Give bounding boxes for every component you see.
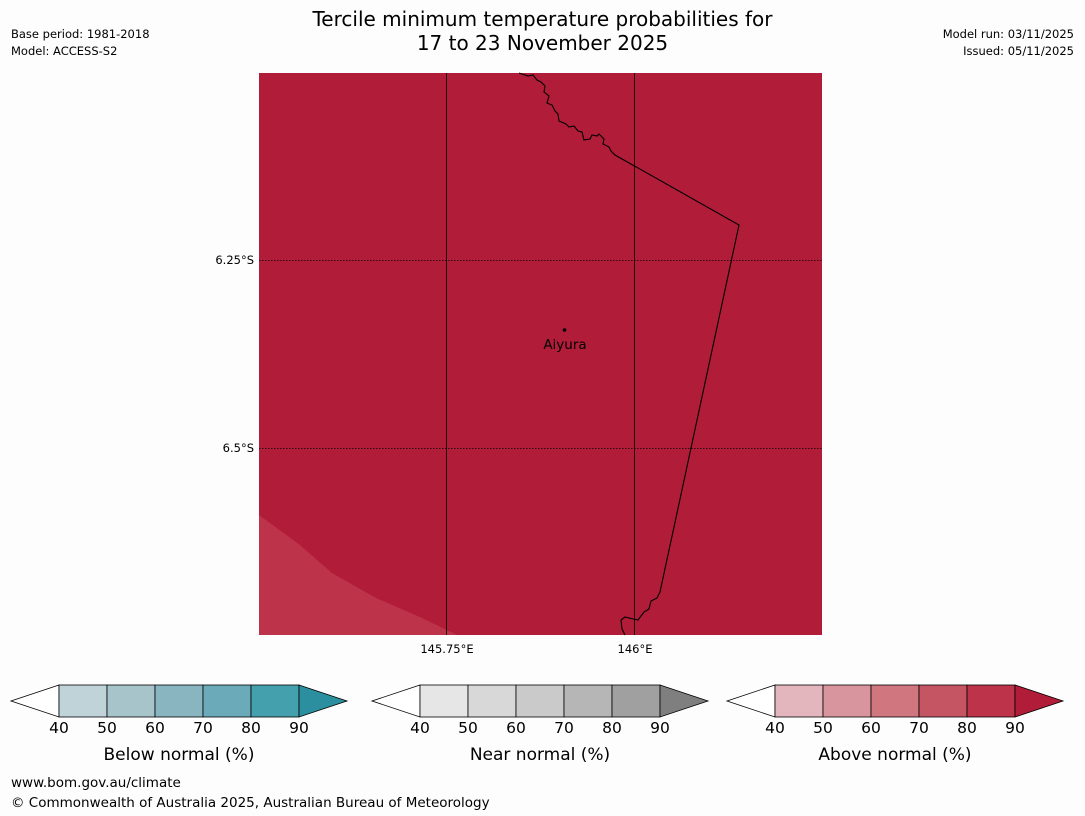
map-panel <box>259 72 822 636</box>
above-tick: 40 <box>765 719 785 737</box>
below-bin-50-60 <box>106 684 156 718</box>
near-tick: 60 <box>506 719 526 737</box>
near-bin-40-50 <box>419 684 469 718</box>
near-lower-extend <box>370 684 421 718</box>
below-upper-extend <box>298 684 349 718</box>
above-bin-70-80 <box>918 684 968 718</box>
below-tick: 80 <box>241 719 261 737</box>
probability-field-lighter <box>259 515 457 635</box>
footer-url[interactable]: www.bom.gov.au/climate <box>11 775 181 791</box>
near-bin-70-80 <box>563 684 613 718</box>
above-upper-extend <box>1014 684 1065 718</box>
probability-field-dominant <box>259 73 822 635</box>
below-bin-40-50 <box>58 684 108 718</box>
model-name: Model: ACCESS-S2 <box>11 44 118 58</box>
map-title: Tercile minimum temperature probabilitie… <box>0 7 1085 55</box>
lat-label-6-25: 6.25°S <box>215 253 254 267</box>
below-tick: 70 <box>193 719 213 737</box>
below-tick: 40 <box>49 719 69 737</box>
above-tick: 70 <box>909 719 929 737</box>
lat-label-6-5: 6.5°S <box>222 441 254 455</box>
near-tick: 70 <box>554 719 574 737</box>
below-bin-60-70 <box>154 684 204 718</box>
model-run: Model run: 03/11/2025 <box>942 27 1074 41</box>
below-tick: 60 <box>145 719 165 737</box>
colorbar-below <box>9 684 349 718</box>
base-period: Base period: 1981-2018 <box>11 27 150 41</box>
below-normal-label: Below normal (%) <box>103 745 255 765</box>
place-label-aiyura: Aiyura <box>543 337 587 353</box>
near-normal-label: Near normal (%) <box>469 745 611 765</box>
near-tick: 40 <box>410 719 430 737</box>
above-bin-40-50 <box>774 684 824 718</box>
near-tick: 50 <box>458 719 478 737</box>
province-boundary <box>518 72 740 636</box>
below-tick: 50 <box>97 719 117 737</box>
near-upper-extend <box>659 684 710 718</box>
near-tick: 80 <box>602 719 622 737</box>
near-bin-60-70 <box>515 684 565 718</box>
above-tick: 90 <box>1005 719 1025 737</box>
above-normal-label: Above normal (%) <box>818 745 972 765</box>
meta-right: Model run: 03/11/2025 Issued: 05/11/2025 <box>943 26 1074 60</box>
above-tick: 50 <box>813 719 833 737</box>
colorbar-above <box>725 684 1065 718</box>
above-bin-50-60 <box>822 684 872 718</box>
above-bin-80-90 <box>966 684 1016 718</box>
title-line-1: Tercile minimum temperature probabilitie… <box>312 7 773 31</box>
below-bin-80-90 <box>250 684 300 718</box>
below-lower-extend <box>9 684 60 718</box>
issued-date: Issued: 05/11/2025 <box>963 44 1074 58</box>
aiyura-marker <box>562 328 567 332</box>
above-lower-extend <box>725 684 776 718</box>
below-bin-70-80 <box>202 684 252 718</box>
below-tick: 90 <box>289 719 309 737</box>
footer-copyright: © Commonwealth of Australia 2025, Austra… <box>11 795 490 811</box>
near-tick: 90 <box>650 719 670 737</box>
above-bin-60-70 <box>870 684 920 718</box>
title-line-2: 17 to 23 November 2025 <box>416 31 669 55</box>
near-bin-80-90 <box>611 684 661 718</box>
meta-left: Base period: 1981-2018 Model: ACCESS-S2 <box>11 26 150 60</box>
near-bin-50-60 <box>467 684 517 718</box>
lon-label-145-75: 145.75°E <box>420 642 474 656</box>
lon-label-146: 146°E <box>617 642 653 656</box>
colorbar-near <box>370 684 710 718</box>
above-tick: 60 <box>861 719 881 737</box>
above-tick: 80 <box>957 719 977 737</box>
